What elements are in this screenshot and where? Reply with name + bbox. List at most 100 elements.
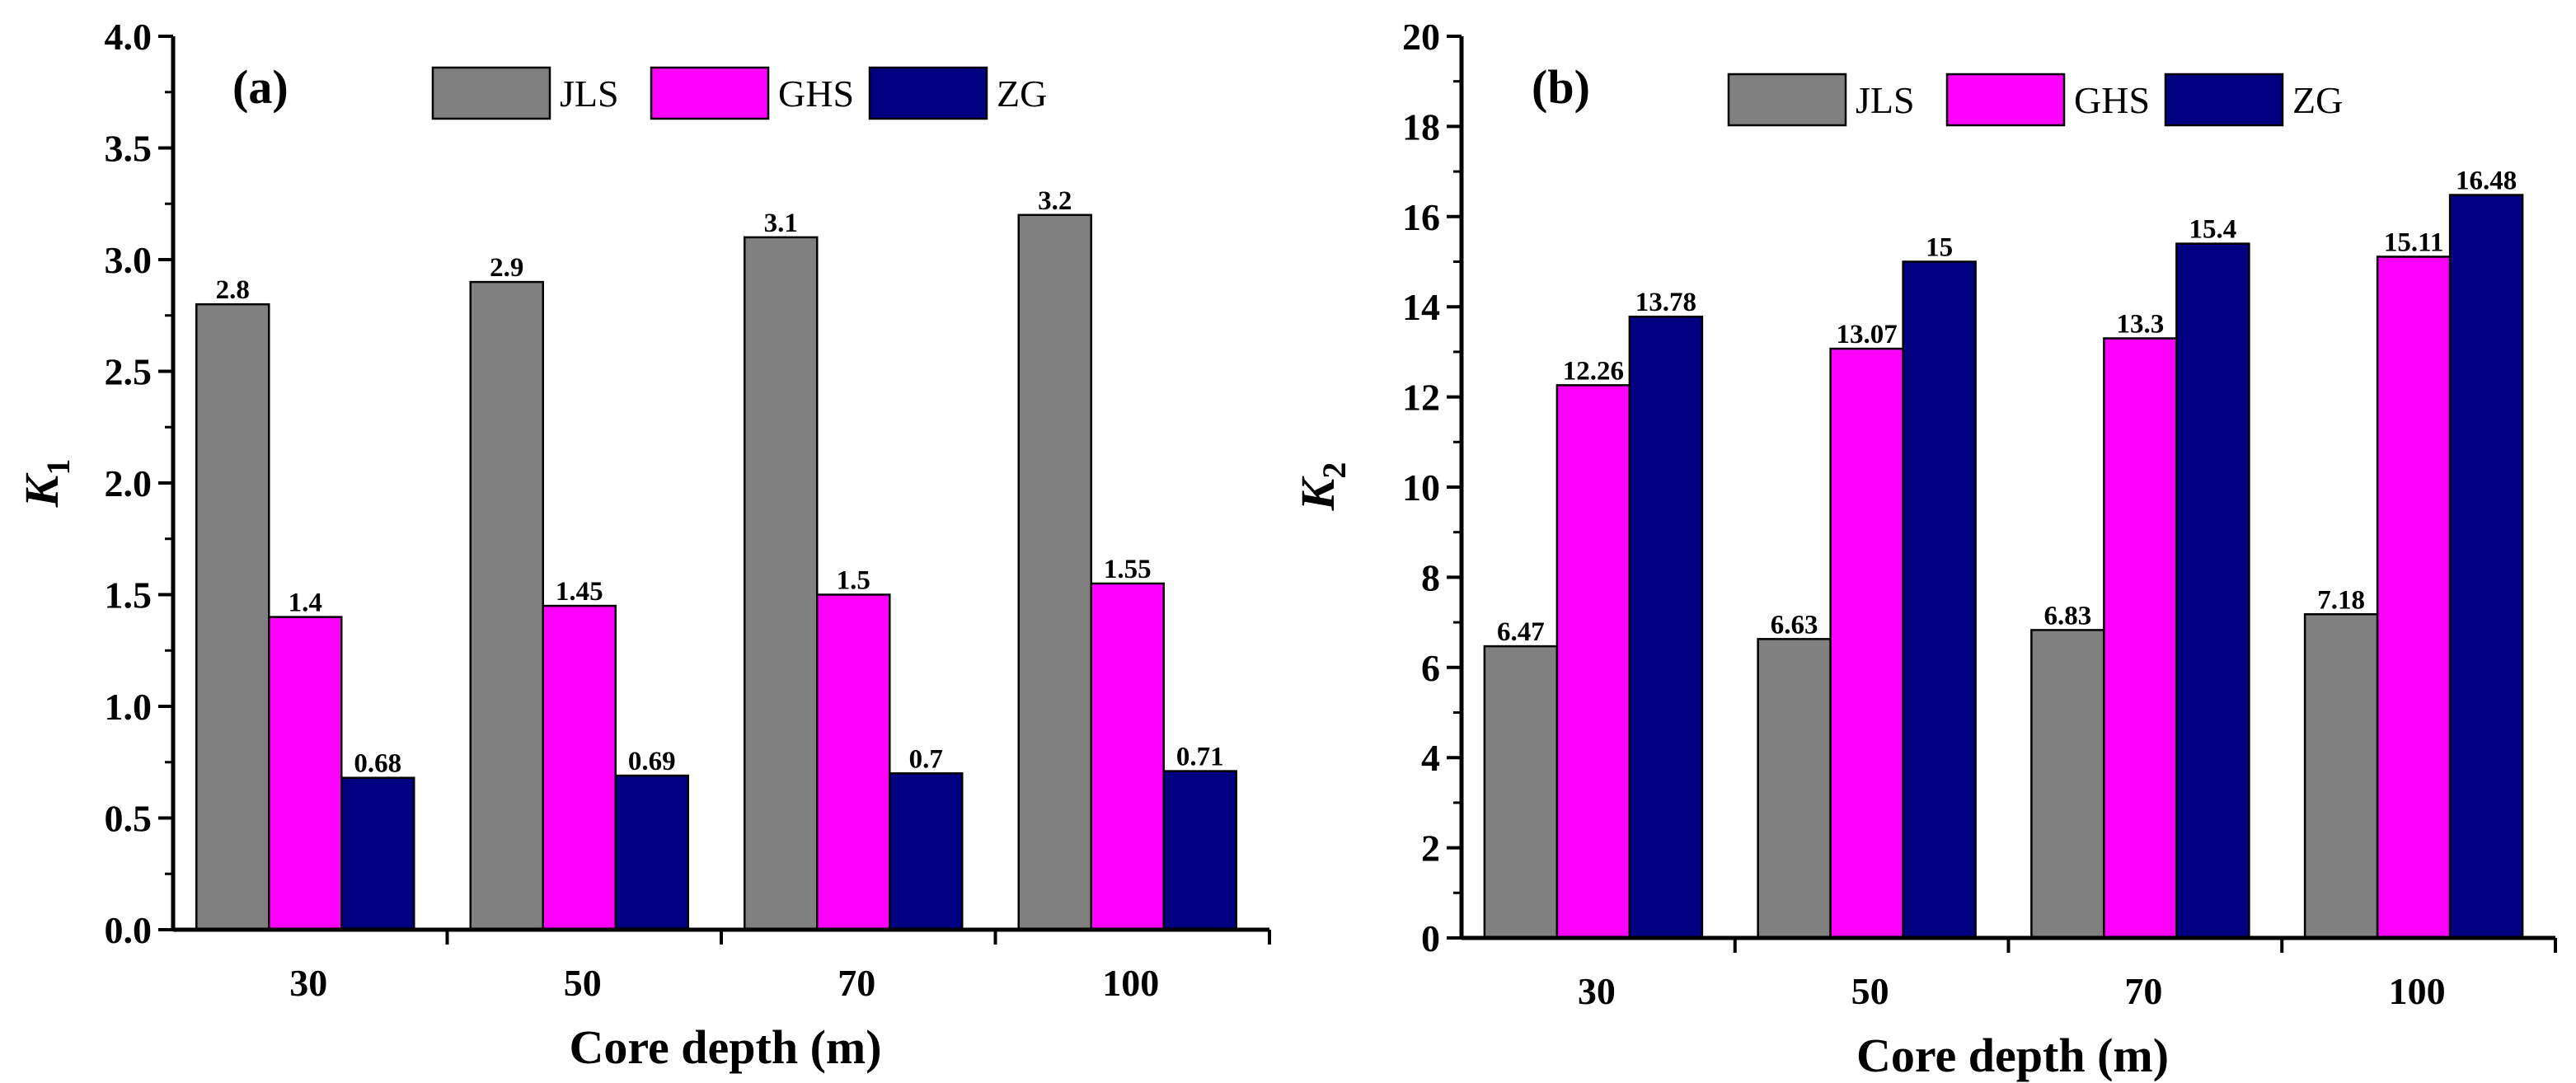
y-tick-label: 0.5: [105, 798, 152, 840]
data-label: 2.9: [490, 253, 523, 283]
bar-zg-50: [1902, 260, 1977, 940]
chart-panel-b: 6.47 6.63 6.83 7.18 12.26 13.07 13.3 15.11 13.78…: [1291, 16, 2557, 1082]
legend-swatch-jls: [431, 66, 551, 120]
bar-zg-30: [340, 776, 415, 931]
data-label: 0.71: [1176, 743, 1224, 772]
bar-jls-70: [2030, 629, 2105, 940]
bar-jls-70: [744, 236, 819, 931]
x-tick-label: 70: [838, 962, 875, 1004]
bar-ghs-50: [1829, 347, 1904, 940]
y-axis-title-subscript: 1: [40, 459, 77, 476]
y-tick-label: 0.0: [105, 909, 152, 951]
y-tick-label: 10: [1402, 466, 1440, 509]
y-tick-label: 3.0: [105, 239, 152, 281]
legend-label-ghs: GHS: [778, 73, 854, 115]
data-label: 6.83: [2044, 601, 2092, 631]
data-label: 13.07: [1837, 320, 1898, 349]
y-axis-title-subscript: 2: [1316, 462, 1353, 479]
x-axis-title: Core depth (m): [1856, 1029, 2169, 1082]
y-tick-label: 3.5: [105, 128, 152, 170]
data-label: 0.68: [354, 749, 401, 779]
bar-zg-100: [1162, 770, 1237, 931]
data-label: 1.45: [556, 577, 603, 607]
bar-jls-100: [1017, 213, 1092, 931]
data-label: 0.69: [628, 747, 676, 776]
bar-ghs-100: [1090, 582, 1165, 931]
legend-label-jls: JLS: [560, 73, 619, 115]
y-tick-label: 20: [1402, 16, 1440, 58]
bar-ghs-70: [816, 593, 891, 931]
legend: JLS GHS ZG: [431, 66, 1047, 120]
bar-zg-30: [1628, 315, 1704, 940]
legend-label-ghs: GHS: [2074, 79, 2150, 121]
data-label: 13.3: [2117, 309, 2165, 339]
data-label: 6.47: [1497, 617, 1545, 647]
x-tick-label: 100: [1102, 962, 1159, 1004]
bar-ghs-70: [2103, 337, 2178, 940]
x-tick-label: 50: [564, 962, 602, 1004]
y-tick-label: 2.0: [105, 462, 152, 504]
data-label: 1.5: [837, 566, 870, 596]
bar-jls-50: [469, 280, 544, 931]
data-label: 3.2: [1038, 186, 1072, 216]
legend-label-zg: ZG: [2292, 79, 2343, 121]
legend-swatch-zg: [868, 66, 988, 120]
x-axis-title: Core depth (m): [569, 1020, 881, 1074]
legend-swatch-jls: [1727, 73, 1847, 127]
legend: JLS GHS ZG: [1727, 73, 2343, 127]
bar-zg-50: [614, 774, 689, 931]
bar-jls-30: [195, 302, 270, 931]
data-label: 7.18: [2317, 585, 2365, 615]
y-tick-label: 1.5: [105, 574, 152, 617]
legend-swatch-ghs: [1945, 73, 2066, 127]
data-label: 6.63: [1771, 610, 1818, 640]
x-tick-label: 100: [2389, 970, 2446, 1012]
y-axis-title: K2: [1291, 462, 1353, 512]
y-axis-title: K1: [15, 459, 77, 509]
x-tick-label: 30: [289, 962, 327, 1004]
bar-ghs-30: [1555, 384, 1631, 940]
y-tick-label: 1.0: [105, 686, 152, 728]
bar-ghs-50: [542, 604, 617, 931]
data-label: 15.11: [2384, 227, 2443, 257]
y-tick-label: 8: [1421, 556, 1440, 598]
data-label: 1.4: [289, 588, 322, 618]
y-tick-label: 0: [1421, 917, 1440, 959]
legend-label-zg: ZG: [997, 73, 1047, 115]
y-tick-label: 16: [1402, 196, 1440, 238]
y-axis-title-main: K: [1291, 476, 1344, 511]
data-label: 0.7: [909, 744, 943, 774]
y-tick-label: 4.0: [105, 16, 152, 58]
panel-label: (a): [232, 60, 289, 114]
data-label: 2.8: [216, 275, 250, 305]
data-label: 13.78: [1635, 288, 1696, 317]
legend-swatch-ghs: [650, 66, 770, 120]
data-label: 12.26: [1563, 356, 1624, 386]
y-axis-title-main: K: [15, 472, 68, 508]
bar-jls-50: [1757, 638, 1832, 940]
data-label: 15: [1926, 233, 1953, 263]
y-tick-label: 2: [1421, 827, 1440, 870]
data-label: 16.48: [2456, 166, 2517, 196]
bar-zg-70: [2175, 242, 2250, 940]
y-tick-label: 18: [1402, 105, 1440, 148]
y-tick-label: 12: [1402, 377, 1440, 419]
x-tick-label: 30: [1578, 970, 1616, 1012]
panel-label: (b): [1532, 60, 1590, 114]
y-tick-label: 14: [1402, 286, 1440, 328]
legend-label-jls: JLS: [1856, 79, 1915, 121]
bar-zg-70: [889, 772, 964, 931]
bar-jls-30: [1483, 645, 1559, 940]
bar-jls-100: [2303, 613, 2379, 940]
bar-ghs-30: [268, 616, 343, 931]
bar-ghs-100: [2376, 256, 2452, 940]
y-tick-label: 4: [1421, 737, 1440, 779]
x-tick-label: 70: [2124, 970, 2162, 1012]
chart-panel-a: 2.8 2.9 3.1 3.2 1.4 1.45 1.5 1.55 0.68 0.69 0.7 0.7…: [15, 16, 1271, 1074]
legend-swatch-zg: [2164, 73, 2284, 127]
bar-zg-100: [2448, 194, 2524, 940]
data-label: 3.1: [764, 209, 798, 238]
x-tick-label: 50: [1851, 970, 1889, 1012]
data-label: 1.55: [1104, 555, 1152, 584]
